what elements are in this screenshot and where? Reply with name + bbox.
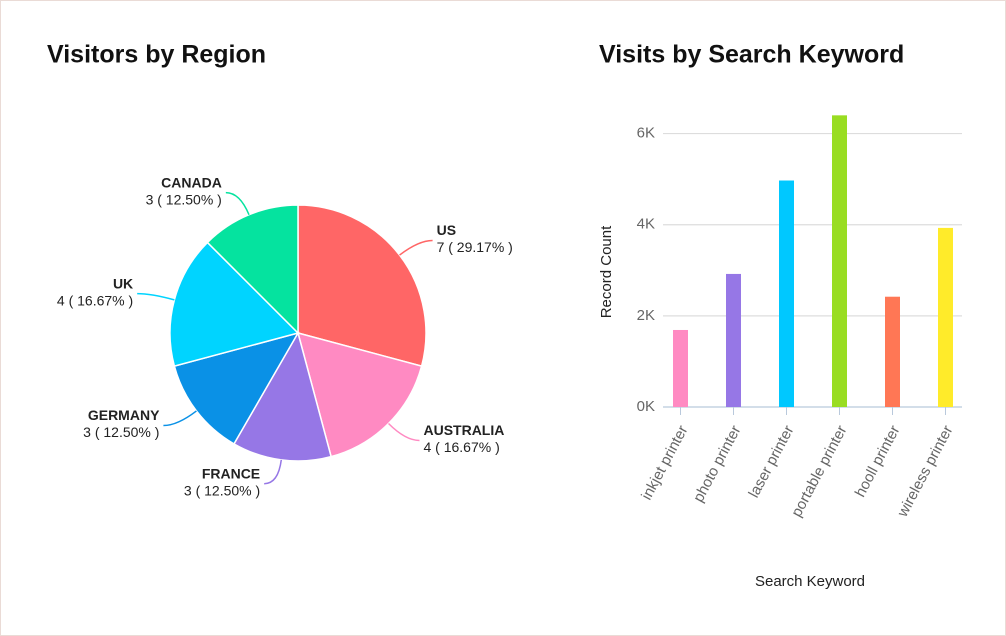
slice-label: US <box>437 222 456 238</box>
slice-value: 3 ( 12.50% ) <box>184 482 260 498</box>
leader-line <box>387 422 420 442</box>
pie-slice <box>173 331 300 445</box>
y-tick-label: 2K <box>637 307 655 324</box>
y-tick-label: 4K <box>637 216 655 233</box>
slice-value: 3 ( 12.50% ) <box>146 191 222 207</box>
leader-line <box>225 191 250 216</box>
pie-slice <box>232 331 333 462</box>
slice-label: GERMANY <box>88 407 160 423</box>
bar <box>832 115 847 407</box>
slice-value: 4 ( 16.67% ) <box>57 292 133 308</box>
slice-value: 7 ( 29.17% ) <box>437 239 513 255</box>
x-axis-label: Search Keyword <box>755 573 865 590</box>
chart-title: Visits by Search Keyword <box>599 41 904 69</box>
leader-line <box>264 459 283 485</box>
bar <box>779 180 794 407</box>
pie-slice <box>296 331 423 458</box>
bar <box>673 329 688 407</box>
slice-value: 4 ( 16.67% ) <box>423 439 499 455</box>
slice-label: FRANCE <box>202 465 260 481</box>
leader-line <box>163 410 197 427</box>
y-tick-label: 0K <box>637 398 655 415</box>
leader-line <box>137 292 175 301</box>
leader-line <box>399 239 433 256</box>
chart-title: Visitors by Region <box>47 41 266 69</box>
slice-label: AUSTRALIA <box>423 422 504 438</box>
slice-value: 3 ( 12.50% ) <box>83 424 159 440</box>
pie-slice <box>206 204 299 335</box>
y-axis-label: Record Count <box>598 225 615 318</box>
bar <box>726 273 741 407</box>
slice-label: CANADA <box>161 174 222 190</box>
bar <box>885 296 900 407</box>
pie-slice <box>169 241 300 368</box>
pie-slice <box>297 204 427 368</box>
y-tick-label: 6K <box>637 125 655 142</box>
bar <box>938 227 953 407</box>
slice-label: UK <box>113 275 133 291</box>
